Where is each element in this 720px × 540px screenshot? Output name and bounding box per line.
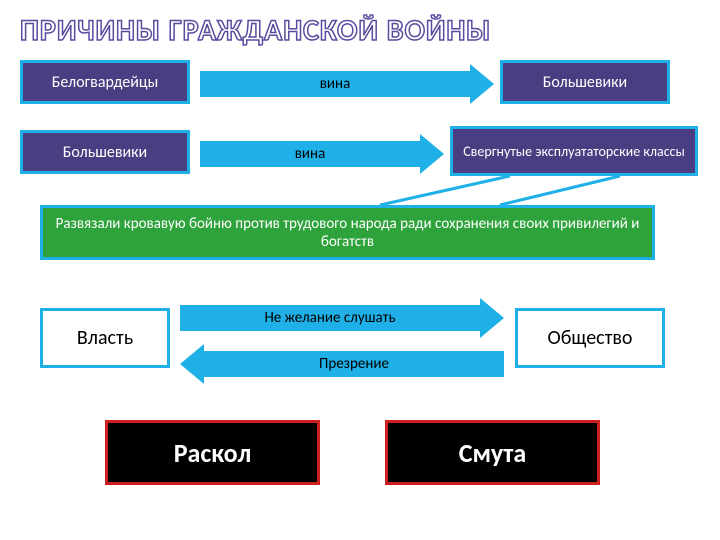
box-raskol: Раскол [105, 420, 320, 485]
label: Власть [77, 326, 133, 350]
arrow-row4-top: Не желание слушать [180, 298, 504, 338]
arrow-label: Презрение [319, 355, 389, 373]
arrow-label: Не желание слушать [264, 309, 395, 327]
page-title: ПРИЧИНЫ ГРАЖДАНСКОЙ ВОЙНЫ [20, 12, 491, 49]
label: Раскол [174, 437, 252, 469]
box-power: Власть [40, 308, 170, 368]
box-white-guards: Белогвардейцы [20, 60, 190, 104]
label: Большевики [63, 143, 147, 162]
box-society: Общество [515, 308, 665, 368]
box-bolsheviks-2: Большевики [20, 130, 190, 174]
box-bolsheviks-1: Большевики [500, 60, 670, 104]
arrow-row1: вина [200, 64, 494, 104]
box-green-text: Развязали кровавую бойню против трудовог… [40, 205, 655, 260]
arrow-label: вина [320, 75, 351, 93]
arrow-row4-bottom: Презрение [180, 344, 504, 384]
label: Большевики [543, 73, 627, 92]
label: Свергнутые эксплуататорские классы [463, 143, 685, 160]
arrow-label: вина [295, 145, 326, 163]
box-smuta: Смута [385, 420, 600, 485]
label: Смута [459, 437, 526, 469]
arrow-row2: вина [200, 134, 444, 174]
label: Общество [548, 326, 633, 350]
label: Белогвардейцы [52, 73, 158, 92]
box-exploiters: Свергнутые эксплуататорские классы [450, 126, 698, 176]
label: Развязали кровавую бойню против трудовог… [47, 215, 648, 251]
